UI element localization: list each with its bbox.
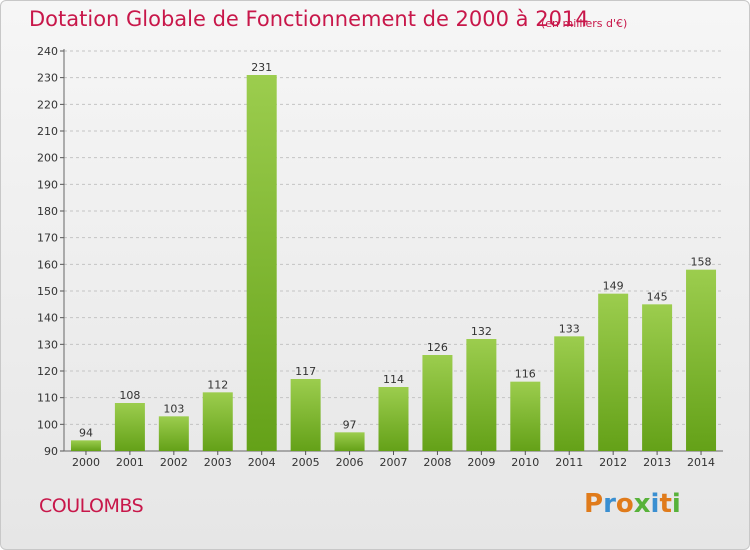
bar-2014 (686, 269, 717, 451)
bar-2013 (642, 304, 673, 451)
chart-unit-note: (en milliers d'€) (541, 17, 628, 30)
x-tick-label-2007: 2007 (380, 456, 408, 469)
bar-2009 (466, 339, 497, 451)
data-label-2001: 108 (119, 389, 140, 402)
bar-2001 (114, 403, 145, 451)
x-tick-label-2010: 2010 (511, 456, 539, 469)
proxiti-logo: Proxiti (584, 489, 681, 519)
data-label-2005: 117 (295, 365, 316, 378)
commune-name: COULOMBS (39, 495, 144, 517)
x-tick-label-2009: 2009 (467, 456, 495, 469)
y-tick-label: 220 (37, 98, 58, 111)
data-label-2013: 145 (647, 290, 668, 303)
data-label-2014: 158 (691, 256, 712, 269)
x-tick-label-2012: 2012 (599, 456, 627, 469)
x-tick-label-2013: 2013 (643, 456, 671, 469)
bar-2006 (334, 432, 365, 451)
data-label-2002: 103 (163, 402, 184, 415)
data-label-2012: 149 (603, 280, 624, 293)
x-tick-label-2003: 2003 (204, 456, 232, 469)
bar-2011 (554, 336, 585, 451)
x-tick-label-2002: 2002 (160, 456, 188, 469)
y-tick-label: 190 (37, 178, 58, 191)
data-label-2004: 231 (251, 61, 272, 74)
y-tick-label: 200 (37, 152, 58, 165)
chart-title: Dotation Globale de Fonctionnement de 20… (29, 7, 589, 31)
y-tick-label: 140 (37, 312, 58, 325)
y-tick-label: 230 (37, 72, 58, 85)
bar-2004 (246, 75, 277, 451)
bar-2003 (202, 392, 233, 451)
data-label-2000: 94 (79, 426, 93, 439)
y-tick-label: 180 (37, 205, 58, 218)
bar-2007 (378, 387, 409, 451)
bar-2002 (158, 416, 189, 451)
y-tick-label: 110 (37, 392, 58, 405)
y-tick-label: 90 (44, 445, 58, 458)
data-label-2003: 112 (207, 378, 228, 391)
y-tick-label: 210 (37, 125, 58, 138)
y-tick-label: 120 (37, 365, 58, 378)
y-tick-label: 130 (37, 338, 58, 351)
x-tick-label-2001: 2001 (116, 456, 144, 469)
bar-2010 (510, 381, 541, 451)
x-tick-label-2006: 2006 (336, 456, 364, 469)
data-label-2009: 132 (471, 325, 492, 338)
data-label-2011: 133 (559, 322, 580, 335)
x-tick-label-2011: 2011 (555, 456, 583, 469)
bar-2005 (290, 379, 321, 451)
data-label-2007: 114 (383, 373, 404, 386)
bar-2008 (422, 355, 453, 451)
data-label-2006: 97 (343, 418, 357, 431)
data-label-2008: 126 (427, 341, 448, 354)
y-tick-label: 160 (37, 258, 58, 271)
y-tick-label: 240 (37, 45, 58, 58)
data-label-2010: 116 (515, 368, 536, 381)
y-tick-label: 150 (37, 285, 58, 298)
y-tick-label: 170 (37, 232, 58, 245)
x-tick-label-2005: 2005 (292, 456, 320, 469)
bar-2012 (598, 293, 629, 451)
x-tick-label-2014: 2014 (687, 456, 715, 469)
x-tick-label-2008: 2008 (423, 456, 451, 469)
y-tick-label: 100 (37, 418, 58, 431)
x-tick-label-2000: 2000 (72, 456, 100, 469)
bar-2000 (70, 440, 101, 451)
x-tick-label-2004: 2004 (248, 456, 276, 469)
